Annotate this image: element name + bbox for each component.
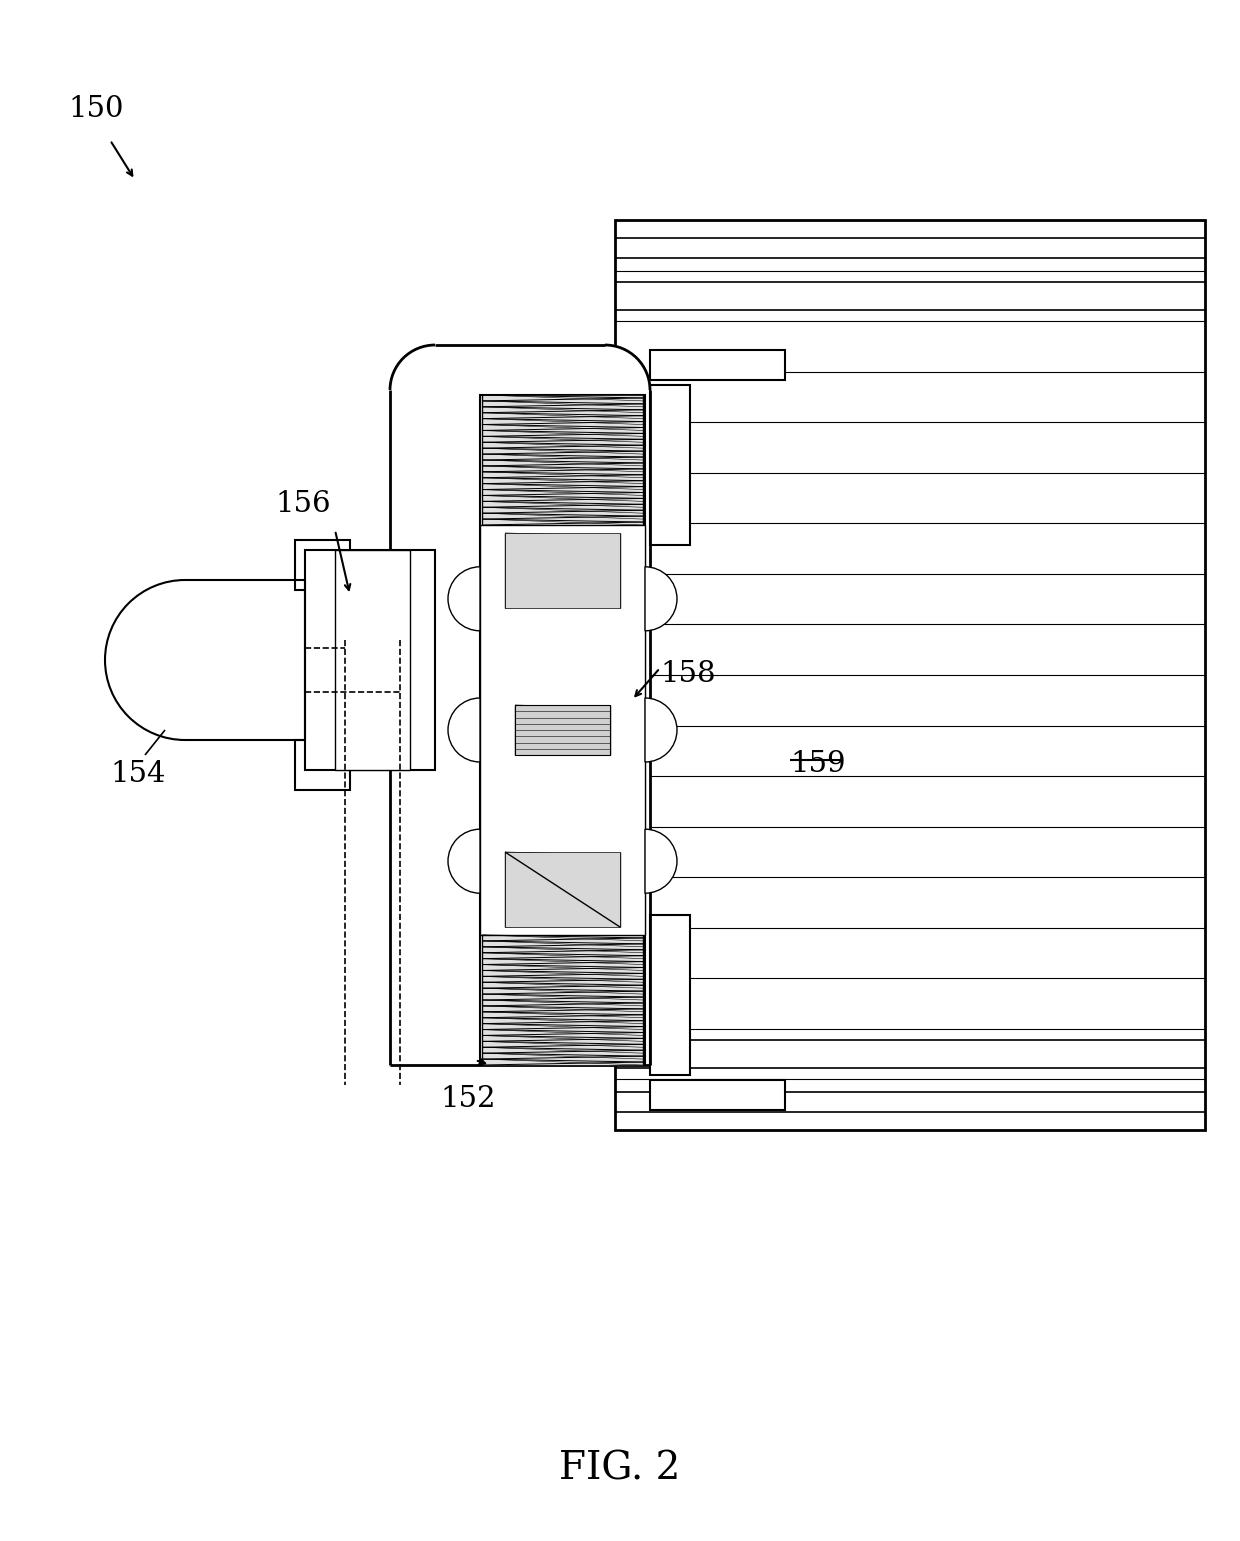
Bar [515,704,610,755]
Bar [105,579,305,740]
Bar [650,385,689,546]
Bar [650,350,785,381]
Bar [482,935,644,1065]
Wedge shape [448,829,480,894]
Bar [391,345,650,1065]
Bar [305,550,435,770]
Text: 154: 154 [110,760,165,787]
Text: 158: 158 [660,660,715,687]
Bar [650,1080,785,1110]
Wedge shape [448,698,480,761]
Bar [505,852,620,928]
Bar [335,550,410,770]
Text: 159: 159 [790,750,846,778]
Wedge shape [645,829,677,894]
Bar [480,525,645,935]
Bar [505,533,620,609]
Wedge shape [448,567,480,630]
Bar [650,915,689,1076]
FancyBboxPatch shape [391,345,650,1065]
Wedge shape [645,567,677,630]
Bar [482,394,644,525]
Text: 150: 150 [68,96,124,123]
Text: FIG. 2: FIG. 2 [559,1450,681,1487]
Bar [480,394,645,1065]
Text: 156: 156 [275,490,331,518]
Bar [615,220,1205,1130]
Bar [295,740,350,791]
Text: 152: 152 [440,1085,496,1113]
Bar [185,579,305,740]
Wedge shape [645,698,677,761]
Bar [295,539,350,590]
